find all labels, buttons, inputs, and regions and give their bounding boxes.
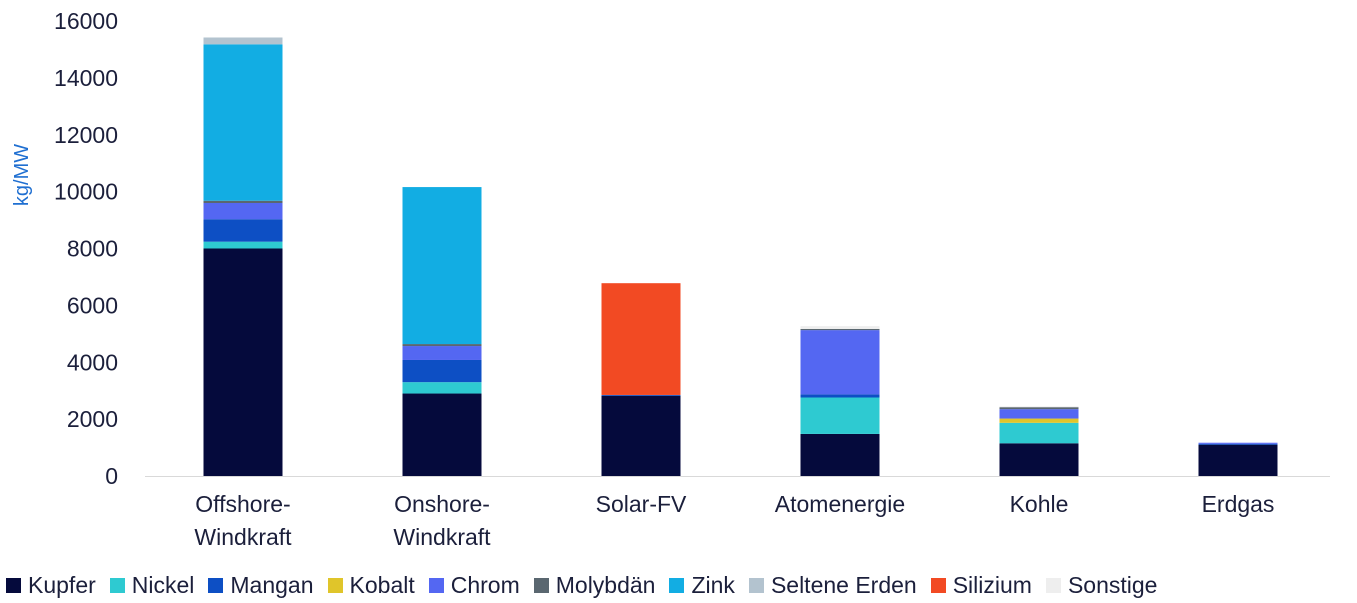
stacked-bar-chart: 0 2000 4000 6000 8000 10000 12000 14000 16000 Of… <box>11 8 1330 550</box>
legend-label: Nickel <box>131 571 195 598</box>
bar-segment <box>999 418 1079 423</box>
bar-segment <box>601 394 681 396</box>
y-tick-label: 12000 <box>54 122 118 148</box>
x-axis: Offshore- Windkraft Onshore- Windkraft Solar… <box>145 476 1330 550</box>
legend-item: Kupfer <box>6 572 96 599</box>
legend-label: Mangan <box>230 571 314 598</box>
x-tick-label: Windkraft <box>194 524 292 550</box>
legend-item: Chrom <box>428 571 520 599</box>
bar-segment <box>1198 442 1278 444</box>
legend-swatch <box>669 577 685 593</box>
legend-label: Molybdän <box>555 571 656 598</box>
bar-segment <box>402 187 482 345</box>
y-tick-label: 8000 <box>67 236 118 262</box>
x-tick-label: Onshore- <box>394 491 490 517</box>
y-axis-label: kg/MW <box>11 144 33 206</box>
bar-segment <box>800 394 880 398</box>
bar-segment <box>203 248 283 476</box>
legend-swatch <box>428 577 444 593</box>
legend-item: Nickel <box>109 571 195 599</box>
bar-segment <box>999 407 1079 410</box>
bar-segment <box>402 393 482 476</box>
legend-label: Zink <box>691 571 735 598</box>
bar-segment <box>1198 444 1278 476</box>
bar-segment <box>203 37 283 45</box>
y-tick-label: 4000 <box>67 349 118 375</box>
bar-segment <box>800 326 880 329</box>
legend-swatch <box>748 577 764 593</box>
legend-item: Sonstige <box>1045 571 1158 599</box>
x-tick-label: Erdgas <box>1202 491 1275 517</box>
legend-label: Seltene Erden <box>770 571 917 598</box>
y-tick-label: 0 <box>105 463 118 489</box>
bar-segment <box>203 219 283 242</box>
legend-label: Sonstige <box>1067 571 1158 598</box>
y-tick-label: 14000 <box>54 65 118 91</box>
bar-segment <box>203 203 283 220</box>
bar-segment <box>402 344 482 347</box>
x-tick-label: Kohle <box>1010 491 1069 517</box>
x-tick-label: Solar-FV <box>596 491 687 517</box>
legend-item: Seltene Erden <box>748 571 917 599</box>
legend-item: Mangan <box>208 571 314 599</box>
legend-item: Kobalt <box>327 571 415 599</box>
legend: Kupfer Nickel Mangan Kobalt Chrom Molybdän Zin… <box>6 568 1171 602</box>
legend-swatch <box>327 577 343 593</box>
x-tick-label: Offshore- <box>195 491 290 517</box>
bar-segment <box>203 200 283 203</box>
legend-label: Kupfer <box>28 571 96 598</box>
legend-item: Molybdän <box>533 571 656 599</box>
legend-swatch <box>1045 577 1061 593</box>
y-tick-label: 6000 <box>67 292 118 318</box>
legend-swatch <box>109 577 125 593</box>
bar-segment <box>999 443 1079 476</box>
legend-label: Kobalt <box>349 571 415 598</box>
legend-label: Silizium <box>952 571 1032 598</box>
x-tick-label: Windkraft <box>393 524 491 550</box>
bar-segment <box>402 359 482 383</box>
y-tick-label: 10000 <box>54 179 118 205</box>
bar-segment <box>601 395 681 476</box>
legend-label: Chrom <box>450 571 520 598</box>
bar-segment <box>800 328 880 331</box>
legend-item: Silizium <box>930 571 1032 599</box>
bar-segment <box>402 346 482 360</box>
bar-segment <box>402 382 482 394</box>
legend-swatch <box>6 577 21 593</box>
y-tick-label: 2000 <box>67 406 118 432</box>
bar-segment <box>1198 443 1278 445</box>
y-tick-label: 16000 <box>54 8 118 34</box>
y-axis: 0 2000 4000 6000 8000 10000 12000 14000 16000 <box>54 8 118 489</box>
bar-segment <box>999 409 1079 419</box>
bar-segment <box>800 433 880 476</box>
bar-segment <box>999 406 1079 408</box>
bar-segment <box>203 241 283 249</box>
bar-segment <box>203 44 283 201</box>
bar-segment <box>601 283 681 395</box>
bar-segment <box>800 330 880 395</box>
legend-swatch <box>930 577 946 593</box>
bar-segment <box>800 397 880 434</box>
x-tick-label: Atomenergie <box>775 491 905 517</box>
legend-swatch <box>208 577 224 593</box>
legend-item: Zink <box>669 571 735 599</box>
bar-segment <box>999 422 1079 444</box>
bars <box>203 37 1278 476</box>
legend-swatch <box>533 577 549 593</box>
